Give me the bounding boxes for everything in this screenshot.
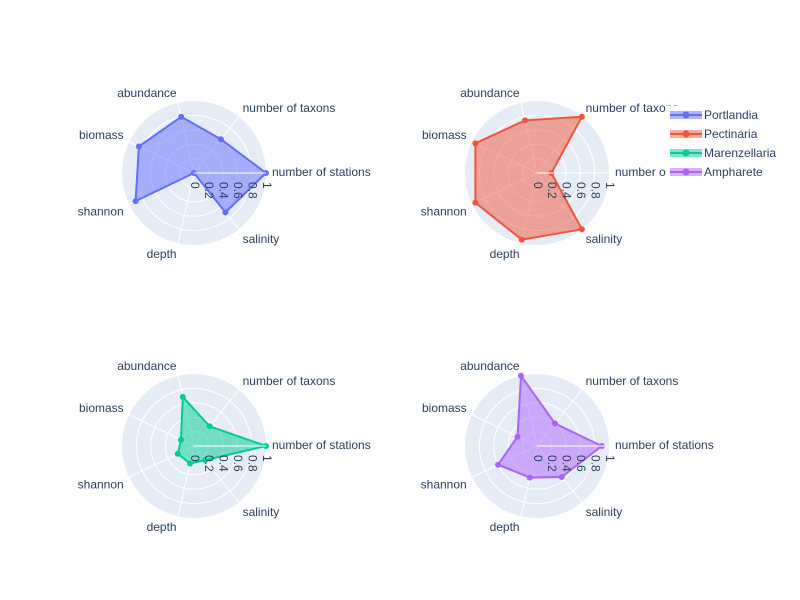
data-point-portlandia-1[interactable] <box>217 136 224 143</box>
angular-axis-label: salinity <box>586 505 623 519</box>
data-point-pectinaria-1[interactable] <box>578 113 585 120</box>
data-point-portlandia-4[interactable] <box>132 198 139 205</box>
data-point-pectinaria-4[interactable] <box>472 199 479 206</box>
data-point-ampharete-1[interactable] <box>551 420 558 427</box>
radial-tick-label: 0.8 <box>588 182 602 199</box>
legend: Portlandia Pectinaria Marenzellaria Amphare… <box>666 106 792 182</box>
angular-axis-label: salinity <box>586 232 623 246</box>
radial-tick-label: 0 <box>188 182 202 189</box>
angular-axis-label: number of taxons <box>586 374 679 388</box>
radial-tick-label: 0.6 <box>231 182 245 199</box>
angular-axis-label: biomass <box>79 128 124 142</box>
legend-marker <box>682 149 690 157</box>
data-point-portlandia-3[interactable] <box>135 143 142 150</box>
radial-tick-label: 0.8 <box>245 455 259 472</box>
legend-item-pectinaria[interactable]: Pectinaria <box>666 106 792 182</box>
data-point-marenzellaria-3[interactable] <box>178 436 185 443</box>
legend-label: Pectinaria <box>704 127 758 141</box>
angular-axis-label: abundance <box>117 359 177 373</box>
series-area-pectinaria <box>474 115 583 241</box>
radial-tick-label: 0.2 <box>545 182 559 199</box>
data-point-ampharete-6[interactable] <box>558 473 565 480</box>
radial-tick-label: 0.6 <box>574 182 588 199</box>
angular-axis-label: biomass <box>422 128 467 142</box>
angular-axis-label: number of stations <box>615 438 714 452</box>
data-point-marenzellaria-2[interactable] <box>179 393 186 400</box>
angular-axis-label: biomass <box>422 401 467 415</box>
series-area-ampharete <box>497 374 603 479</box>
data-point-ampharete-3[interactable] <box>514 433 521 440</box>
angular-axis-label: number of taxons <box>243 101 336 115</box>
angular-axis-label: shannon <box>78 478 124 492</box>
radial-tick-label: 0.6 <box>574 455 588 472</box>
angular-axis-label: number of stations <box>272 165 371 179</box>
radial-tick-label: 1 <box>260 182 274 189</box>
data-point-portlandia-2[interactable] <box>178 113 185 120</box>
data-point-ampharete-5[interactable] <box>526 474 533 481</box>
angular-axis-label: depth <box>490 247 520 261</box>
data-point-marenzellaria-1[interactable] <box>206 423 213 430</box>
angular-axis-label: number of taxons <box>243 374 336 388</box>
radial-tick-label: 0.6 <box>231 455 245 472</box>
angular-axis-label: depth <box>147 520 177 534</box>
angular-axis-label: shannon <box>78 205 124 219</box>
angular-axis-label: number of taxons <box>586 101 679 115</box>
legend-item-ampharete[interactable]: Ampharete <box>666 106 792 182</box>
radial-tick-label: 0.4 <box>560 182 574 199</box>
angular-axis-label: biomass <box>79 401 124 415</box>
radial-tick-label: 0.4 <box>560 455 574 472</box>
legend-label: Marenzellaria <box>704 146 776 160</box>
radial-tick-label: 0.4 <box>217 182 231 199</box>
data-point-pectinaria-3[interactable] <box>472 140 479 147</box>
polar-subplot-portlandia: 0 0.2 0.4 0.6 0.8 1 number of stations number o… <box>78 86 371 261</box>
data-point-pectinaria-6[interactable] <box>578 226 585 233</box>
data-point-marenzellaria-6[interactable] <box>202 457 209 464</box>
angular-axis-label: salinity <box>243 232 280 246</box>
radial-tick-label: 1 <box>260 455 274 462</box>
radial-tick-label: 0.4 <box>217 455 231 472</box>
radial-tick-label: 0.8 <box>588 455 602 472</box>
radial-tick-label: 0 <box>531 182 545 189</box>
radial-tick-label: 1 <box>603 182 617 189</box>
data-point-marenzellaria-4[interactable] <box>174 450 181 457</box>
radial-tick-label: 0.2 <box>202 182 216 199</box>
angular-axis-label: abundance <box>117 86 177 100</box>
legend-item-marenzellaria[interactable]: Marenzellaria <box>666 106 792 182</box>
legend-marker <box>682 111 690 119</box>
series-area-portlandia <box>134 115 267 214</box>
radial-tick-label: 0.8 <box>245 182 259 199</box>
polar-subplot-ampharete: 0 0.2 0.4 0.6 0.8 1 number of stations number o… <box>421 359 714 534</box>
angular-axis-label: number of stations <box>272 438 371 452</box>
legend-label: Ampharete <box>704 165 763 179</box>
legend-label: Portlandia <box>704 108 758 122</box>
angular-grid-line <box>177 172 195 244</box>
data-point-pectinaria-2[interactable] <box>521 117 528 124</box>
radial-tick-label: 0 <box>531 455 545 462</box>
angular-axis-label: abundance <box>460 359 520 373</box>
data-point-ampharete-4[interactable] <box>495 461 502 468</box>
radial-tick-label: 1 <box>603 455 617 462</box>
angular-axis-label: depth <box>490 520 520 534</box>
data-point-ampharete-2[interactable] <box>517 372 524 379</box>
angular-axis-label: salinity <box>243 505 280 519</box>
angular-axis-label: abundance <box>460 86 520 100</box>
radial-tick-label: 0.2 <box>545 455 559 472</box>
angular-axis-label: shannon <box>421 478 467 492</box>
radial-tick-label: 0 <box>188 455 202 462</box>
angular-axis-label: depth <box>147 247 177 261</box>
radial-tick-label: 0.2 <box>202 455 216 472</box>
data-point-portlandia-6[interactable] <box>222 209 229 216</box>
angular-axis-label: shannon <box>421 205 467 219</box>
data-point-pectinaria-5[interactable] <box>518 236 525 243</box>
legend-marker <box>682 130 690 138</box>
legend-marker <box>682 168 690 176</box>
data-point-marenzellaria-5[interactable] <box>186 460 193 467</box>
polar-subplot-marenzellaria: 0 0.2 0.4 0.6 0.8 1 number of stations number o… <box>78 359 371 534</box>
